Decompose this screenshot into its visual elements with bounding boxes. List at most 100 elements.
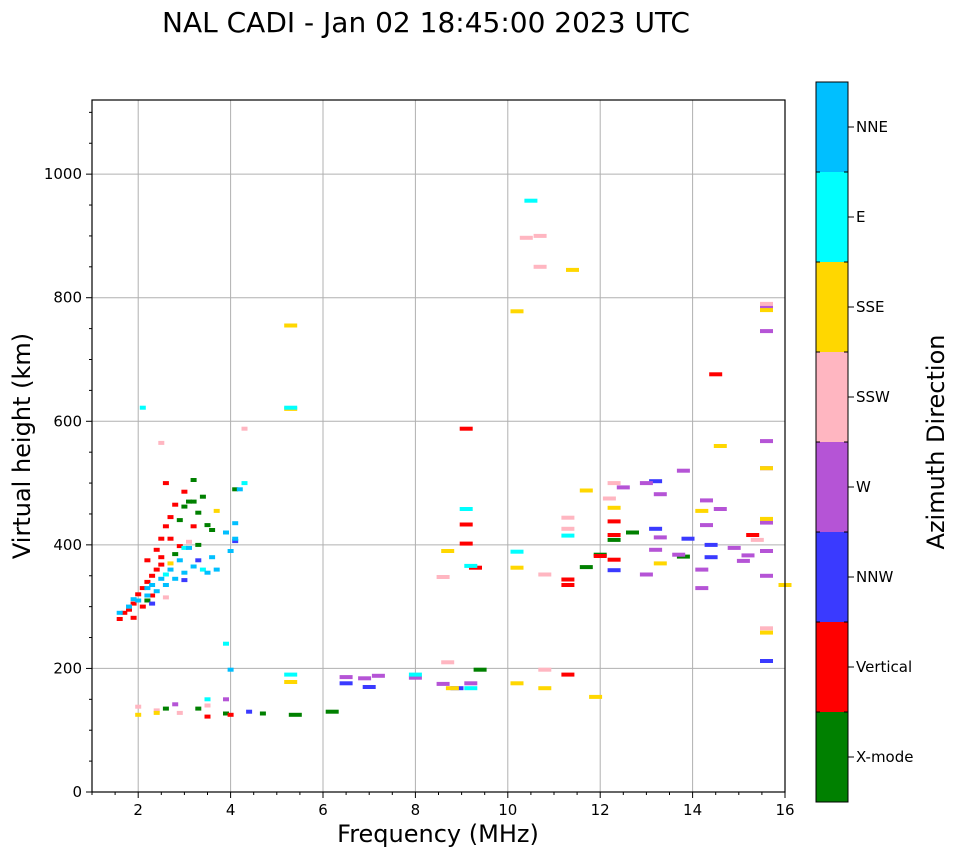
colorbar-tick-label: E: [856, 208, 865, 226]
echo-point: [459, 426, 473, 431]
echo-point: [162, 595, 169, 600]
echo-point: [144, 558, 151, 563]
echo-point: [162, 706, 169, 711]
echo-point: [760, 549, 773, 553]
echo-point: [510, 549, 524, 554]
echo-point: [695, 586, 709, 591]
echo-point: [760, 626, 773, 631]
echo-point: [284, 323, 298, 328]
echo-point: [561, 533, 575, 538]
echo-point: [116, 610, 123, 615]
echo-point: [436, 681, 450, 686]
echo-point: [616, 485, 630, 490]
echo-point: [760, 659, 773, 663]
echo-point: [259, 711, 266, 716]
echo-point: [227, 549, 234, 553]
echo-point: [704, 542, 718, 547]
echo-point: [459, 507, 473, 511]
echo-point: [510, 565, 524, 570]
echo-point: [681, 536, 695, 541]
echo-point: [232, 487, 239, 492]
echo-point: [181, 578, 188, 583]
echo-point: [464, 563, 478, 568]
echo-point: [607, 537, 621, 542]
echo-point: [144, 598, 151, 603]
echo-point: [639, 481, 653, 486]
echo-point: [436, 575, 450, 579]
echo-point: [538, 667, 552, 672]
echo-point: [607, 533, 621, 537]
colorbar-tick-label: NNW: [856, 568, 893, 586]
echo-point: [607, 519, 621, 524]
x-tick-label: 10: [498, 801, 517, 819]
echo-point: [190, 478, 197, 482]
colorbar-tick-label: W: [856, 478, 871, 496]
echo-point: [325, 709, 339, 714]
echo-point: [713, 444, 727, 448]
echo-point: [223, 697, 229, 702]
echo-point: [158, 576, 165, 581]
echo-point: [561, 526, 575, 531]
echo-point: [167, 567, 174, 572]
echo-point: [181, 504, 188, 509]
echo-point: [649, 547, 663, 552]
echo-point: [195, 706, 202, 711]
colorbar-tick-label: Vertical: [856, 658, 912, 676]
x-tick-label: 6: [318, 801, 328, 819]
colorbar-segment: [816, 172, 848, 262]
echo-point: [607, 481, 621, 486]
echo-point: [561, 577, 575, 582]
x-tick-label: 8: [411, 801, 421, 819]
echo-point: [566, 267, 579, 272]
y-tick-label: 200: [53, 659, 82, 677]
echo-point: [524, 198, 538, 203]
echo-point: [653, 535, 667, 540]
echo-point: [339, 681, 353, 686]
echo-point: [408, 675, 422, 680]
echo-point: [519, 235, 533, 240]
echo-point: [144, 579, 151, 584]
colorbar-segment: [816, 622, 848, 712]
echo-point: [204, 703, 211, 708]
echo-point: [144, 586, 151, 591]
colorbar-tick-label: NNE: [856, 118, 888, 136]
x-axis-label: Frequency (MHz): [337, 820, 539, 848]
echo-point: [139, 405, 146, 410]
echo-point: [130, 597, 137, 602]
echo-point: [284, 405, 298, 410]
echo-point: [158, 562, 165, 567]
echo-point: [626, 530, 639, 535]
echo-point: [695, 508, 709, 513]
echo-point: [176, 558, 183, 563]
echo-point: [607, 557, 621, 562]
echo-point: [653, 492, 667, 497]
echo-point: [135, 598, 142, 603]
echo-point: [602, 496, 616, 501]
echo-point: [760, 329, 773, 334]
x-axis-ticks: 2 4 6 8 10 12 14 16: [91, 792, 795, 819]
echo-point: [459, 522, 473, 527]
echo-point: [700, 523, 713, 528]
echo-point: [195, 510, 202, 515]
echo-point: [135, 704, 142, 709]
echo-point: [760, 301, 773, 306]
echo-point: [760, 466, 773, 471]
echo-point: [153, 547, 160, 552]
echo-point: [204, 697, 211, 702]
echo-point: [746, 533, 760, 537]
y-axis-ticks: 0 200 400 600 800 1000: [44, 111, 92, 801]
echo-point: [172, 502, 179, 507]
echo-point: [176, 518, 183, 523]
echo-point: [371, 673, 385, 678]
echo-point: [241, 426, 248, 431]
echo-point: [130, 615, 137, 620]
echo-point: [158, 440, 165, 445]
echo-point: [288, 712, 302, 717]
echo-point: [190, 499, 197, 504]
echo-point: [209, 555, 216, 560]
echo-point: [653, 561, 667, 566]
echo-point: [672, 552, 686, 557]
echo-point: [607, 505, 621, 510]
echo-point: [445, 686, 459, 691]
echo-point: [760, 520, 773, 525]
